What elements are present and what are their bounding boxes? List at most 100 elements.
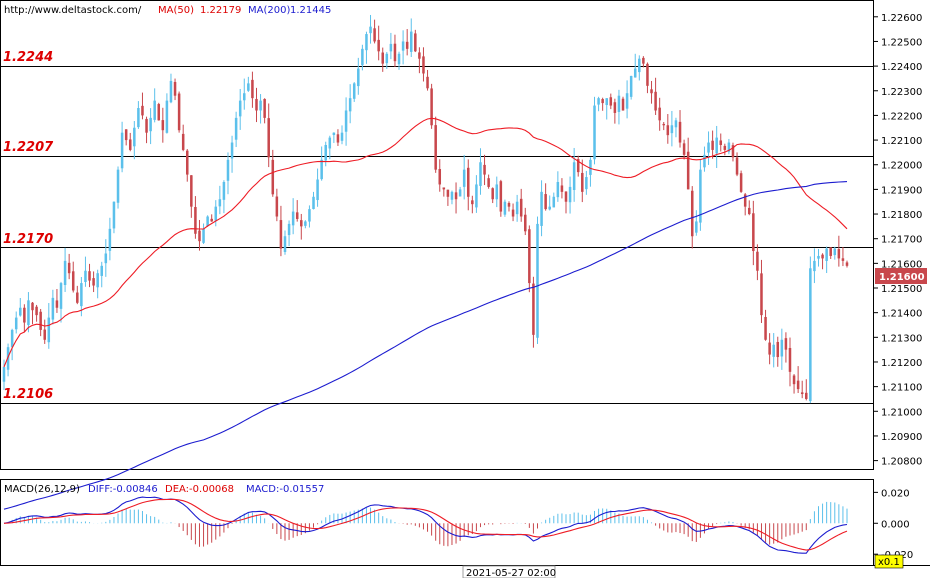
candle-body	[27, 300, 30, 326]
price-tick-label: 1.22400	[881, 62, 922, 73]
price-tick-label: 1.21900	[881, 185, 922, 196]
candle-body	[752, 213, 755, 252]
candlestick-series	[2, 14, 849, 404]
candle-body	[556, 181, 560, 198]
candle-body	[576, 159, 580, 173]
candle-body	[646, 63, 649, 86]
candle-body	[194, 207, 197, 234]
candle-body	[686, 151, 690, 190]
candle-body	[133, 127, 136, 147]
candle-body	[817, 255, 820, 259]
candle-body	[772, 344, 775, 357]
candle-body	[426, 76, 429, 89]
macd-series	[3, 496, 848, 554]
candle-body	[141, 105, 144, 116]
candle-body	[324, 145, 327, 161]
candle-body	[63, 260, 67, 286]
level-label-3: 1.2170	[3, 232, 53, 247]
moving-averages	[3, 117, 848, 510]
candle-body	[414, 33, 417, 52]
candle-body	[597, 98, 600, 105]
candle-body	[279, 220, 283, 249]
price-tick-label: 1.21000	[881, 407, 922, 418]
candle-body	[385, 53, 389, 64]
price-tick-label: 1.21700	[881, 235, 922, 246]
candle-body	[226, 159, 230, 181]
candle-body	[800, 392, 804, 395]
current-price-marker	[875, 268, 927, 284]
candle-body	[59, 283, 63, 309]
source-url[interactable]: http://www.deltastock.com/	[4, 5, 142, 16]
candle-body	[552, 196, 556, 208]
candle-body	[51, 297, 55, 320]
candle-body	[605, 98, 608, 106]
candle-body	[35, 306, 38, 316]
candle-body	[185, 150, 189, 175]
candle-body	[295, 212, 299, 219]
ma50-value: 1.22179	[200, 5, 241, 16]
ma200-line	[3, 181, 848, 510]
candle-body	[654, 91, 657, 111]
candle-body	[475, 184, 478, 208]
candle-body	[715, 137, 718, 154]
candle-body	[96, 273, 99, 288]
macd-macd-value: MACD:-0.01557	[246, 484, 324, 495]
candle-body	[536, 223, 539, 338]
date-label-box	[462, 565, 556, 578]
candle-body	[499, 181, 503, 212]
candle-body	[678, 121, 682, 143]
price-tick-label: 1.21400	[881, 309, 922, 320]
candle-body	[613, 102, 617, 113]
candle-body	[805, 392, 808, 399]
candle-body	[291, 211, 295, 226]
candle-body	[719, 140, 723, 146]
candle-body	[243, 93, 246, 101]
candle-body	[471, 200, 474, 205]
candle-body	[438, 169, 442, 185]
candle-body	[112, 201, 116, 229]
candle-body	[434, 125, 437, 170]
candle-body	[548, 206, 551, 210]
price-tick-label: 1.21600	[881, 259, 922, 270]
candle-body	[532, 283, 535, 335]
price-tick-label: 1.22200	[881, 111, 922, 122]
candle-body	[80, 283, 83, 307]
candle-body	[218, 199, 222, 207]
candle-body	[519, 198, 523, 217]
macd-dea-value: DEA:-0.00068	[165, 484, 234, 495]
candle-body	[234, 117, 238, 140]
candle-body	[177, 93, 181, 131]
candle-body	[503, 201, 507, 215]
candle-body	[784, 338, 788, 350]
price-tick-label: 1.22600	[881, 13, 922, 24]
macd-diff-line	[3, 496, 848, 554]
candle-body	[108, 228, 112, 251]
support-resistance-levels: 1.2244 1.2207 1.2170 1.2106	[0, 50, 874, 404]
candle-body	[682, 143, 686, 155]
candle-body	[442, 187, 446, 190]
macd-diff-value: DIFF:-0.00846	[88, 484, 158, 495]
candle-body	[202, 228, 205, 243]
candle-body	[381, 52, 385, 64]
candle-body	[328, 137, 332, 149]
candle-body	[153, 100, 156, 120]
zoom-label: x0.1	[878, 557, 900, 568]
candle-body	[813, 260, 816, 272]
candle-body	[247, 83, 250, 91]
zoom-badge[interactable]	[874, 554, 904, 569]
candle-body	[642, 57, 645, 64]
candle-body	[446, 189, 450, 197]
candle-body	[145, 118, 148, 133]
candle-body	[829, 247, 832, 256]
candle-body	[283, 236, 287, 252]
candle-body	[238, 100, 242, 117]
candle-body	[43, 329, 46, 340]
candle-body	[507, 202, 511, 207]
candle-body	[181, 133, 185, 150]
candle-body	[809, 268, 812, 402]
candle-body	[511, 209, 515, 217]
candle-body	[348, 98, 352, 112]
candle-body	[458, 189, 462, 197]
candle-body	[100, 265, 104, 276]
macd-dea-line	[3, 498, 848, 551]
